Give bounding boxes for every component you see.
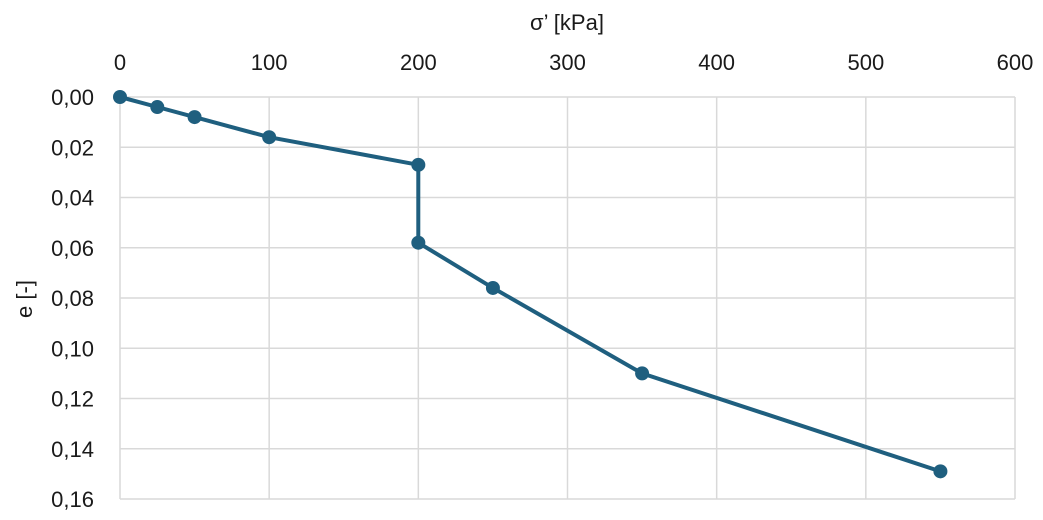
x-tick-label: 500 (847, 50, 884, 75)
series-line (118, 95, 943, 474)
x-tick-label: 400 (698, 50, 735, 75)
y-tick-label: 0,12 (51, 387, 94, 412)
data-point (485, 280, 500, 295)
y-axis-title: e [-] (12, 280, 37, 318)
x-tick-label: 100 (251, 50, 288, 75)
y-tick-label: 0,14 (51, 437, 94, 462)
data-point (411, 235, 426, 250)
data-point (113, 90, 127, 104)
data-point (933, 464, 948, 479)
series-layer (113, 90, 948, 479)
y-axis: 0,00 0,02 0,04 0,06 0,08 0,10 0,12 0,14 0,16 (51, 85, 94, 512)
x-axis-title: σ’ [kPa] (530, 10, 604, 35)
x-tick-label: 600 (997, 50, 1034, 75)
y-tick-label: 0,04 (51, 186, 94, 211)
y-tick-label: 0,00 (51, 85, 94, 110)
data-point (411, 157, 426, 172)
y-tick-label: 0,08 (51, 286, 94, 311)
x-tick-label: 200 (400, 50, 437, 75)
y-tick-label: 0,10 (51, 336, 94, 361)
x-axis: 0 100 200 300 400 500 600 (114, 50, 1033, 75)
data-point (262, 130, 277, 145)
x-tick-label: 300 (549, 50, 586, 75)
y-tick-label: 0,06 (51, 236, 94, 261)
data-point (187, 110, 202, 125)
x-tick-label: 0 (114, 50, 126, 75)
y-tick-label: 0,16 (51, 487, 94, 512)
data-point (150, 100, 165, 115)
y-tick-label: 0,02 (51, 135, 94, 160)
grid (119, 96, 1016, 500)
data-point (635, 366, 650, 381)
